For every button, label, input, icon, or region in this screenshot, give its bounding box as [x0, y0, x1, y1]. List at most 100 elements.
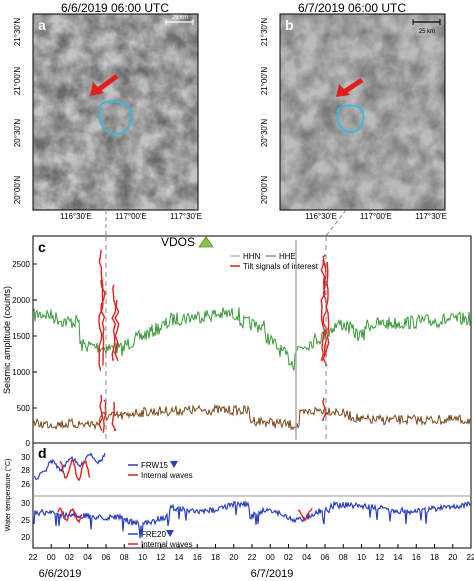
- tilt-signal: [98, 249, 104, 371]
- frw15-internal-waves: [59, 459, 91, 482]
- panel-a-scale: 25 km: [172, 15, 188, 21]
- svg-text:25: 25: [21, 516, 30, 525]
- date-label-1: 6/6/2019: [39, 568, 82, 580]
- svg-text:500: 500: [17, 404, 31, 413]
- x-tick-label: 14: [394, 553, 403, 562]
- panel-c-ylabel: Seismic amplitude (counts): [2, 286, 12, 394]
- x-tick-label: 22: [248, 553, 257, 562]
- panel-a-clouds: [33, 14, 198, 210]
- panel-d-bottom-yticks: 20 25 30: [21, 499, 30, 542]
- internal-wave-segment: [297, 507, 313, 522]
- svg-text:21°00'N: 21°00'N: [13, 67, 22, 96]
- svg-text:20°00'N: 20°00'N: [260, 176, 269, 205]
- panel-a-lat-ticks: 21°30'N 21°00'N 20°30'N 20°00'N: [13, 18, 22, 205]
- legend-internal-waves-bottom: Internal waves: [141, 540, 193, 549]
- svg-text:116°30'E: 116°30'E: [305, 212, 337, 221]
- legend-tilt: Tilt signals of interest: [243, 262, 319, 271]
- tilt-signal: [320, 259, 326, 361]
- svg-text:26: 26: [21, 480, 30, 489]
- panel-a-arrow: [96, 73, 119, 93]
- legend-frw15: FRW15: [141, 461, 169, 470]
- legend-internal-waves-top: Internal waves: [141, 471, 193, 480]
- tilt-signal: [324, 261, 330, 356]
- panel-b-letter: b: [285, 17, 294, 33]
- x-tick-label: 18: [430, 553, 439, 562]
- x-tick-label: 00: [266, 553, 275, 562]
- panel-a-eddy-outline: [98, 100, 132, 135]
- svg-text:30: 30: [21, 453, 30, 462]
- x-tick-label: 08: [120, 553, 129, 562]
- panel-b-eddy-outline: [336, 104, 365, 134]
- svg-text:20°30'N: 20°30'N: [260, 119, 269, 148]
- panel-d-letter: d: [38, 445, 47, 461]
- svg-text:20: 20: [21, 533, 30, 542]
- x-tick-label: 06: [102, 553, 111, 562]
- legend-fre20: FRE20: [141, 530, 166, 539]
- svg-text:117°00'E: 117°00'E: [360, 212, 392, 221]
- svg-text:28: 28: [21, 466, 30, 475]
- fre20-triangle-icon: [166, 530, 174, 537]
- legend-hhn: HHN: [243, 252, 261, 261]
- tilt-signal: [111, 401, 117, 431]
- x-tick-label: 22: [29, 553, 38, 562]
- svg-text:117°30'E: 117°30'E: [170, 212, 202, 221]
- x-tick-label: 06: [321, 553, 330, 562]
- date-label-2: 6/7/2019: [251, 568, 294, 580]
- svg-text:2000: 2000: [12, 296, 30, 305]
- svg-text:21°00'N: 21°00'N: [260, 67, 269, 96]
- x-tick-label: 20: [448, 553, 457, 562]
- x-tick-label: 18: [211, 553, 220, 562]
- x-tick-label: 22: [467, 553, 474, 562]
- fre20-trace: [33, 499, 471, 539]
- svg-text:20°30'N: 20°30'N: [13, 119, 22, 148]
- tilt-signal: [100, 279, 106, 366]
- panel-c-station: VDOS: [161, 235, 195, 249]
- svg-text:116°30'E: 116°30'E: [60, 212, 92, 221]
- x-tick-label: 16: [412, 553, 421, 562]
- panel-d-ylabel: Water temperature (°C): [4, 459, 12, 532]
- svg-text:30: 30: [21, 499, 30, 508]
- panel-b: 6/7/2019 06:00 UTC b 25 km 21°30'N 21°00…: [260, 1, 447, 221]
- panel-b-time: 6/7/2019 06:00 UTC: [298, 1, 406, 15]
- panel-c-letter: c: [38, 239, 46, 255]
- x-tick-label: 02: [65, 553, 74, 562]
- frw15-triangle-icon: [170, 461, 178, 468]
- svg-text:20°00'N: 20°00'N: [13, 176, 22, 205]
- x-tick-label: 10: [138, 553, 147, 562]
- tilt-signal: [321, 397, 327, 421]
- x-tick-label: 20: [229, 553, 238, 562]
- panel-a: 6/6/2019 06:00 UTC a 25 km 21°30'N 21°00…: [13, 1, 202, 221]
- svg-text:21°30'N: 21°30'N: [260, 18, 269, 47]
- x-tick-label: 00: [47, 553, 56, 562]
- station-triangle-icon: [198, 236, 214, 248]
- panel-b-arrow: [342, 77, 364, 95]
- hhe-trace: [33, 403, 471, 431]
- panel-a-time: 6/6/2019 06:00 UTC: [61, 1, 169, 15]
- x-tick-label: 16: [193, 553, 202, 562]
- svg-text:1500: 1500: [12, 332, 30, 341]
- panel-a-lon-ticks: 116°30'E 117°00'E 117°30'E: [60, 212, 202, 221]
- x-tick-label: 04: [302, 553, 311, 562]
- x-tick-label: 08: [339, 553, 348, 562]
- svg-text:0: 0: [26, 439, 31, 448]
- panel-d-top-yticks: 26 28 30: [21, 453, 30, 489]
- panel-c-yticks: 0 500 1000 1500 2000 2500: [12, 260, 30, 448]
- hhn-trace: [33, 307, 471, 371]
- x-tick-label: 04: [83, 553, 92, 562]
- panel-c: c VDOS HHN HHE Tilt signals of interest …: [2, 235, 472, 448]
- x-tick-label: 02: [284, 553, 293, 562]
- tilt-signal: [114, 299, 120, 361]
- fre20-internal-waves: [57, 507, 313, 524]
- svg-text:117°30'E: 117°30'E: [415, 212, 447, 221]
- svg-text:1000: 1000: [12, 368, 30, 377]
- panel-d-xticks: 22 00 02 04 06 08 10 12 14 16 18 20 22 00 02 04 06 08 10 12…: [29, 544, 474, 562]
- legend-hhe: HHE: [279, 252, 296, 261]
- x-tick-label: 10: [357, 553, 366, 562]
- svg-text:2500: 2500: [12, 260, 30, 269]
- internal-wave-segment: [57, 507, 83, 524]
- svg-text:21°30'N: 21°30'N: [13, 18, 22, 47]
- x-tick-label: 12: [156, 553, 165, 562]
- panel-b-lon-ticks: 116°30'E 117°00'E 117°30'E: [305, 212, 447, 221]
- tilt-signal: [111, 284, 117, 361]
